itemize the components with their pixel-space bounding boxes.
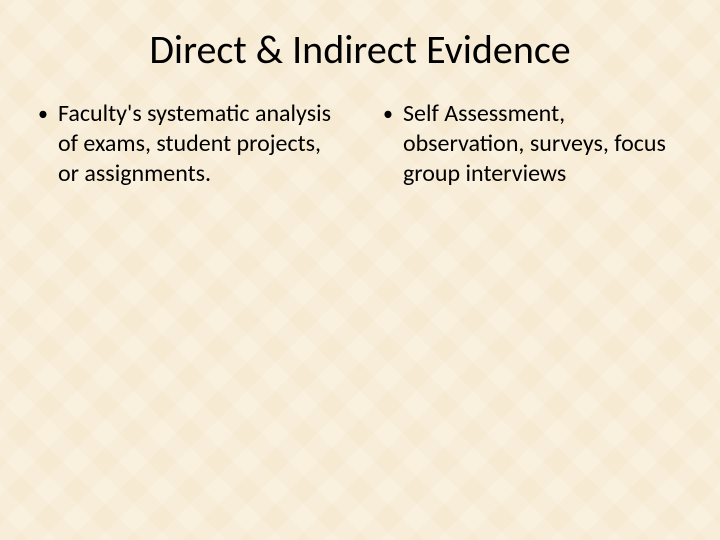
bullet-marker-icon: • bbox=[383, 99, 393, 129]
left-bullet-item: • Faculty's systematic analysis of exams… bbox=[30, 99, 345, 189]
left-column: • Faculty's systematic analysis of exams… bbox=[30, 99, 345, 189]
right-column: • Self Assessment, observation, surveys,… bbox=[375, 99, 690, 189]
slide-container: Direct & Indirect Evidence • Faculty's s… bbox=[0, 0, 720, 540]
right-bullet-item: • Self Assessment, observation, surveys,… bbox=[375, 99, 690, 189]
left-bullet-text: Faculty's systematic analysis of exams, … bbox=[58, 99, 345, 189]
right-bullet-text: Self Assessment, observation, surveys, f… bbox=[403, 99, 690, 189]
content-columns: • Faculty's systematic analysis of exams… bbox=[30, 99, 690, 189]
slide-title: Direct & Indirect Evidence bbox=[30, 25, 690, 74]
bullet-marker-icon: • bbox=[38, 99, 48, 129]
